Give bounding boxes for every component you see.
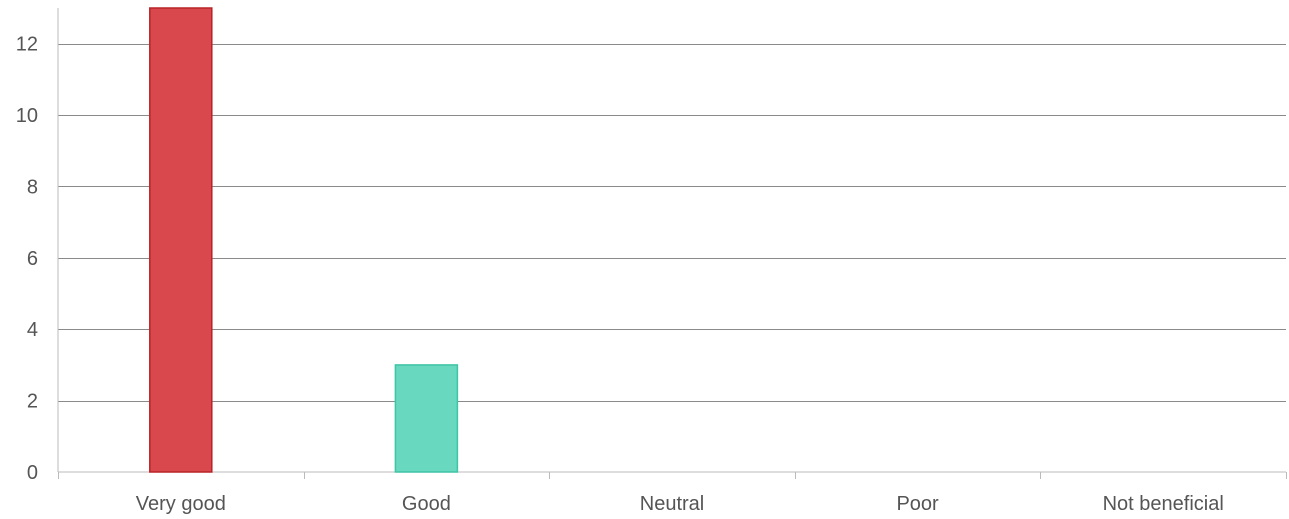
grid-lines xyxy=(58,44,1286,402)
y-tick-label: 12 xyxy=(16,34,38,56)
y-tick-labels: 0 2 4 6 8 10 12 xyxy=(16,34,38,484)
y-tick-label: 4 xyxy=(27,319,38,341)
y-tick-label: 10 xyxy=(16,105,38,127)
y-tick-label: 0 xyxy=(27,462,38,484)
y-tick-label: 6 xyxy=(27,248,38,270)
y-tick-label: 8 xyxy=(27,176,38,198)
x-tick-label: Poor xyxy=(896,493,939,515)
axes xyxy=(57,8,1286,473)
x-tick-label: Very good xyxy=(136,493,226,515)
bar-good xyxy=(394,364,459,473)
bar-very-good xyxy=(149,7,213,473)
x-tick-label: Good xyxy=(402,493,451,515)
x-tick-label: Not beneficial xyxy=(1103,493,1224,515)
bars xyxy=(149,7,459,473)
x-tick-marks xyxy=(58,472,1287,479)
x-tick-label: Neutral xyxy=(640,493,704,515)
x-tick-labels: Very good Good Neutral Poor Not beneficial xyxy=(136,493,1224,515)
y-tick-label: 2 xyxy=(27,391,38,413)
